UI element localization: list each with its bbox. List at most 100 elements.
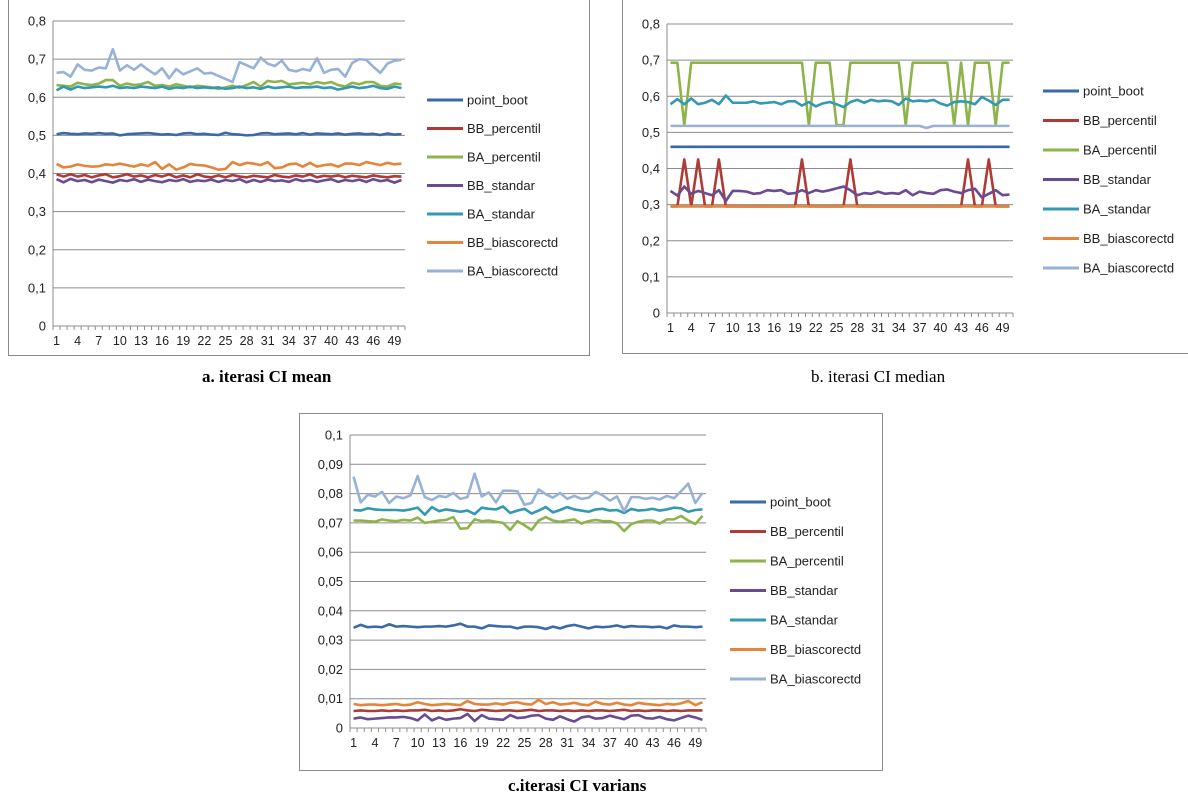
- x-tick-label: 40: [624, 736, 638, 750]
- series-line-bb-biascorectd: [353, 698, 703, 707]
- y-tick-label: 0,5: [28, 128, 46, 143]
- y-tick-label: 0,8: [642, 17, 660, 32]
- x-tick-label: 7: [709, 321, 716, 335]
- series-line-ba-biascorectd: [56, 47, 402, 84]
- legend-label: BB_standar: [1083, 172, 1152, 187]
- x-tick-label: 7: [95, 334, 102, 348]
- x-tick-label: 28: [850, 321, 864, 335]
- series-line-ba-percentil: [670, 61, 1010, 127]
- series-line-ba-percentil: [353, 514, 704, 533]
- x-tick-label: 25: [830, 321, 844, 335]
- x-tick-label: 37: [913, 321, 927, 335]
- series-line-ba-biascorectd: [352, 472, 704, 513]
- legend-label: BB_biascorectd: [467, 235, 558, 250]
- y-tick-label: 0,07: [318, 515, 343, 530]
- x-tick-label: 43: [954, 321, 968, 335]
- x-tick-label: 1: [53, 334, 60, 348]
- x-tick-label: 19: [788, 321, 802, 335]
- x-tick-label: 16: [453, 736, 467, 750]
- legend-label: BB_percentil: [770, 524, 844, 539]
- legend-label: BB_standar: [770, 583, 839, 598]
- caption-median: b. iterasi CI median: [811, 367, 946, 386]
- x-tick-label: 40: [324, 334, 338, 348]
- series-line-bb-standar: [56, 177, 402, 184]
- legend-label: point_boot: [770, 495, 831, 510]
- x-tick-label: 19: [475, 736, 489, 750]
- x-tick-label: 46: [366, 334, 380, 348]
- x-tick-label: 19: [176, 334, 190, 348]
- x-tick-label: 22: [496, 736, 510, 750]
- x-tick-label: 34: [282, 334, 296, 348]
- x-tick-label: 43: [345, 334, 359, 348]
- chart-varians-svg: 0 0,01 0,02 0,03 0,04 0,05 0,06 0,07 0,08 0,09 0,1…: [318, 428, 861, 751]
- x-tick-label: 49: [688, 736, 702, 750]
- y-tick-label: 0,3: [642, 197, 660, 212]
- x-tick-label: 25: [219, 334, 233, 348]
- legend-label: BA_biascorectd: [770, 672, 861, 687]
- x-tick-label: 10: [411, 736, 425, 750]
- y-tick-label: 0,1: [642, 269, 660, 284]
- x-tick-label: 22: [197, 334, 211, 348]
- chart-mean-svg: 0 0,1 0,2 0,3 0,4 0,5 0,6 0,7 0,8 1 4 7 10 13 16 19 22 25…: [28, 14, 558, 349]
- chart-median-svg: 0 0,1 0,2 0,3 0,4 0,5 0,6 0,7 0,8 1 4 7 10 13 16 19 22 25…: [642, 17, 1174, 336]
- y-tick-label: 0: [39, 319, 46, 334]
- series-line-bb-percentil: [56, 172, 402, 179]
- chart-panel-varians: 0 0,01 0,02 0,03 0,04 0,05 0,06 0,07 0,08 0,09 0,1…: [299, 413, 883, 771]
- x-tick-label: 7: [393, 736, 400, 750]
- x-tick-label: 13: [432, 736, 446, 750]
- series-line-ba-percentil: [56, 78, 402, 91]
- x-tick-label: 4: [371, 736, 378, 750]
- caption-mean: a. iterasi CI mean: [202, 367, 332, 386]
- y-tick-label: 0,2: [28, 242, 46, 257]
- series-line-point-boot: [353, 622, 703, 631]
- x-tick-label: 49: [387, 334, 401, 348]
- y-tick-label: 0,04: [318, 603, 343, 618]
- x-tick-label: 40: [933, 321, 947, 335]
- legend-label: BA_standar: [467, 207, 536, 222]
- x-tick-label: 46: [975, 321, 989, 335]
- x-tick-label: 16: [155, 334, 169, 348]
- series-line-bb-standar: [669, 185, 1010, 203]
- y-tick-label: 0,3: [28, 204, 46, 219]
- x-tick-label: 22: [809, 321, 823, 335]
- legend-label: point_boot: [467, 93, 528, 108]
- chart-panel-mean: 0 0,1 0,2 0,3 0,4 0,5 0,6 0,7 0,8 1 4 7 10 13 16 19 22 25…: [8, 0, 590, 356]
- series-line-ba-standar: [669, 94, 1010, 109]
- x-tick-label: 43: [646, 736, 660, 750]
- legend-label: BA_standar: [770, 613, 839, 628]
- x-tick-label: 25: [517, 736, 531, 750]
- y-tick-label: 0,1: [28, 280, 46, 295]
- series-line-bb-standar: [353, 712, 703, 723]
- x-tick-label: 34: [892, 321, 906, 335]
- legend-label: BA_percentil: [770, 554, 844, 569]
- y-tick-label: 0,01: [318, 691, 343, 706]
- y-tick-label: 0,6: [642, 89, 660, 104]
- x-tick-label: 4: [74, 334, 81, 348]
- y-tick-label: 0,7: [642, 53, 660, 68]
- y-tick-label: 0,03: [318, 633, 343, 648]
- x-tick-label: 49: [996, 321, 1010, 335]
- y-tick-label: 0,02: [318, 662, 343, 677]
- x-tick-label: 34: [582, 736, 596, 750]
- y-tick-label: 0,5: [642, 125, 660, 140]
- x-tick-label: 10: [113, 334, 127, 348]
- x-tick-label: 13: [134, 334, 148, 348]
- y-tick-label: 0,2: [642, 233, 660, 248]
- x-tick-label: 16: [767, 321, 781, 335]
- y-tick-label: 0: [653, 306, 660, 321]
- x-tick-label: 31: [261, 334, 275, 348]
- x-tick-label: 28: [539, 736, 553, 750]
- legend-label: BB_percentil: [467, 121, 541, 136]
- y-tick-label: 0,4: [642, 161, 660, 176]
- series-line-point-boot: [56, 131, 402, 137]
- x-tick-label: 37: [603, 736, 617, 750]
- legend-label: point_boot: [1083, 84, 1144, 99]
- y-tick-label: 0,06: [318, 545, 343, 560]
- y-tick-label: 0,1: [325, 428, 343, 443]
- x-tick-label: 31: [560, 736, 574, 750]
- legend-label: BA_percentil: [467, 150, 541, 165]
- legend-label: BB_standar: [467, 178, 536, 193]
- y-tick-label: 0,05: [318, 574, 343, 589]
- series-line-bb-percentil: [353, 707, 703, 713]
- series-line-ba-standar: [55, 84, 402, 92]
